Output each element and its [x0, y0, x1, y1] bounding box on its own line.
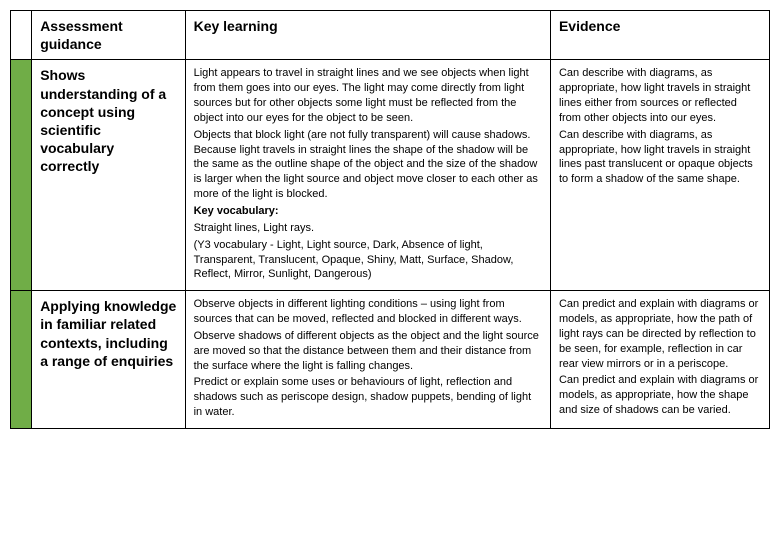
header-evidence: Evidence [550, 11, 769, 60]
learning-paragraph: Observe shadows of different objects as … [194, 329, 542, 374]
key-vocab-line: (Y3 vocabulary - Light, Light source, Da… [194, 238, 542, 283]
learning-paragraph: Light appears to travel in straight line… [194, 66, 542, 125]
key-vocab-label: Key vocabulary: [194, 204, 542, 219]
assessment-table: Assessment guidance Key learning Evidenc… [10, 10, 770, 429]
table-row: Shows understanding of a concept using s… [11, 60, 770, 291]
row-color-bar [11, 291, 32, 429]
row-title-cell: Applying knowledge in familiar related c… [32, 291, 185, 429]
evidence-paragraph: Can predict and explain with diagrams or… [559, 297, 761, 371]
header-learning: Key learning [185, 11, 550, 60]
learning-paragraph: Objects that block light (are not fully … [194, 128, 542, 202]
row-title-cell: Shows understanding of a concept using s… [32, 60, 185, 291]
row-learning-cell: Observe objects in different lighting co… [185, 291, 550, 429]
row-color-bar [11, 60, 32, 291]
table-row: Applying knowledge in familiar related c… [11, 291, 770, 429]
header-evidence-label: Evidence [559, 17, 761, 35]
row-title-text: Applying knowledge in familiar related c… [40, 297, 176, 370]
row-learning-cell: Light appears to travel in straight line… [185, 60, 550, 291]
evidence-paragraph: Can describe with diagrams, as appropria… [559, 128, 761, 187]
header-assessment-label: Assessment guidance [40, 17, 176, 53]
row-evidence-cell: Can describe with diagrams, as appropria… [550, 60, 769, 291]
header-row: Assessment guidance Key learning Evidenc… [11, 11, 770, 60]
evidence-paragraph: Can describe with diagrams, as appropria… [559, 66, 761, 125]
evidence-paragraph: Can predict and explain with diagrams or… [559, 373, 761, 418]
header-assessment: Assessment guidance [32, 11, 185, 60]
learning-paragraph: Observe objects in different lighting co… [194, 297, 542, 327]
learning-paragraph: Predict or explain some uses or behaviou… [194, 375, 542, 420]
header-learning-label: Key learning [194, 17, 542, 35]
row-title-text: Shows understanding of a concept using s… [40, 66, 176, 175]
key-vocab-line: Straight lines, Light rays. [194, 221, 542, 236]
header-color-bar [11, 11, 32, 60]
row-evidence-cell: Can predict and explain with diagrams or… [550, 291, 769, 429]
